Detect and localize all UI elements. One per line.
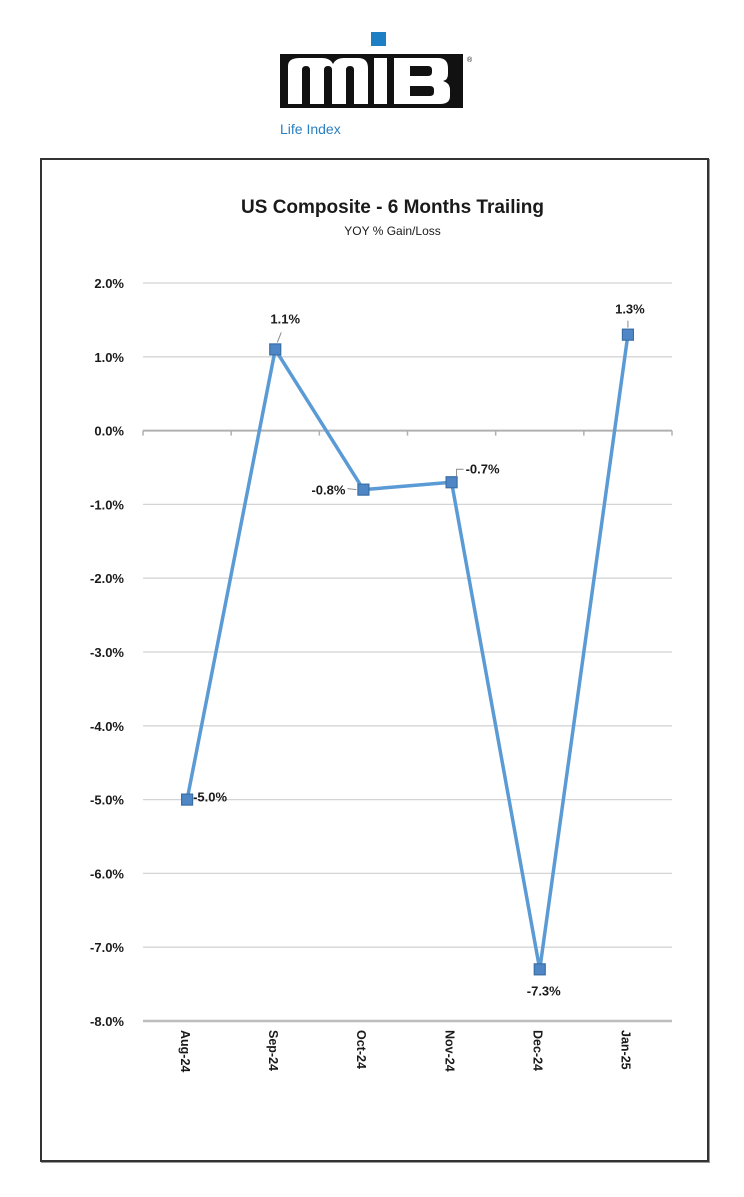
square-marker [357, 483, 370, 496]
x-tick-label: Nov-24 [442, 1030, 456, 1072]
y-tick-label: -7.0% [90, 940, 124, 955]
y-tick-label: 1.0% [94, 350, 124, 365]
logo-letter-i [374, 58, 387, 104]
chart-frame [40, 158, 709, 1162]
x-tick-label: Jan-25 [619, 1030, 633, 1070]
square-marker [445, 476, 458, 489]
chart-subtitle: YOY % Gain/Loss [344, 224, 441, 238]
y-tick-label: -8.0% [90, 1014, 124, 1029]
x-tick-label: Sep-24 [266, 1030, 280, 1071]
data-label: 1.3% [615, 302, 645, 317]
data-markers [180, 328, 635, 976]
data-series-line [185, 334, 630, 972]
logo-letter-b [394, 58, 450, 104]
label-leader-line [347, 488, 357, 491]
y-tick-label: 0.0% [94, 424, 124, 439]
x-tick-label: Aug-24 [178, 1030, 192, 1072]
square-marker [621, 328, 635, 341]
square-marker [269, 343, 282, 356]
data-labels: -5.0% 1.1% -0.8% -0.7% -7.3% 1.3% [193, 302, 645, 999]
logo-letter-m [288, 58, 368, 104]
data-label: 1.1% [270, 311, 300, 326]
y-tick-label: -2.0% [90, 571, 124, 586]
y-tick-label: 2.0% [94, 276, 124, 291]
y-axis-tick-labels: 2.0% 1.0% 0.0% -1.0% -2.0% -3.0% -4.0% -5.0% -6.… [90, 276, 124, 1029]
y-tick-label: -1.0% [90, 497, 124, 512]
chart-title: US Composite - 6 Months Trailing [241, 197, 544, 218]
x-tick-label: Oct-24 [354, 1030, 368, 1069]
y-tick-label: -4.0% [90, 719, 124, 734]
y-tick-label: -5.0% [90, 793, 124, 808]
square-marker [533, 963, 546, 976]
data-label: -0.7% [466, 461, 500, 476]
x-axis-tick-labels: Aug-24 Sep-24 Oct-24 Nov-24 Dec-24 Jan-25 [178, 1030, 633, 1072]
logo-blue-square [371, 32, 386, 46]
y-tick-label: -3.0% [90, 645, 124, 660]
logo-registered-mark: ® [467, 56, 473, 64]
gridlines [143, 282, 672, 1023]
data-label: -7.3% [527, 983, 561, 998]
label-leader-line [276, 332, 282, 343]
data-label: -0.8% [311, 483, 345, 498]
series-polyline [185, 334, 630, 972]
square-marker [180, 793, 194, 806]
label-leader-line [456, 468, 464, 477]
x-axis-line [142, 429, 673, 436]
mib-logo: ® Life Index [280, 32, 473, 137]
logo-subtitle: Life Index [280, 121, 341, 137]
y-tick-label: -6.0% [90, 866, 124, 881]
x-tick-label: Dec-24 [530, 1030, 544, 1071]
data-label: -5.0% [193, 790, 227, 805]
